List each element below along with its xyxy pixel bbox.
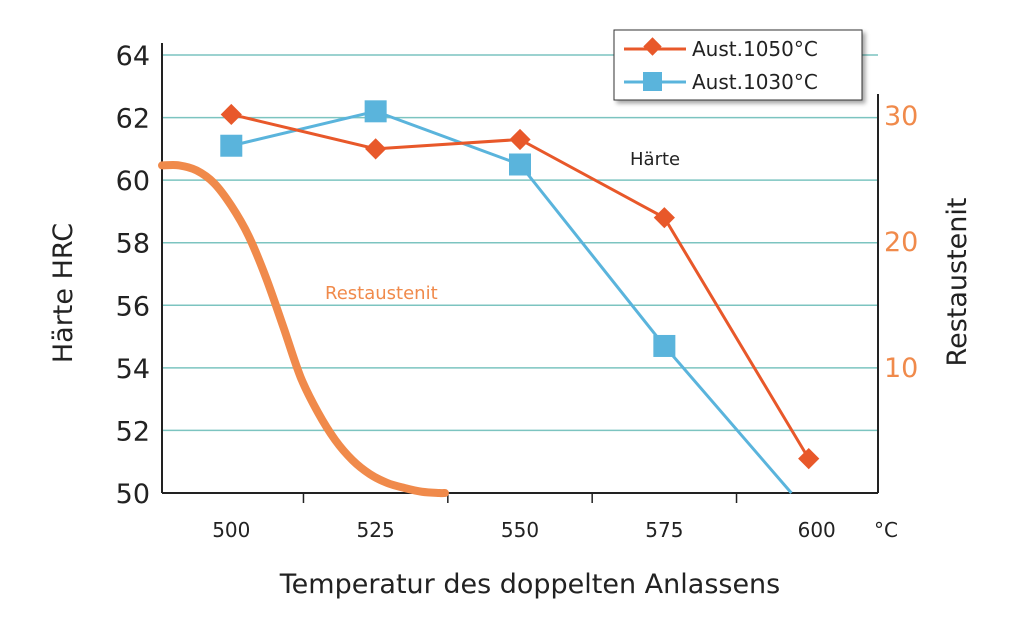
marker-aust1030	[220, 134, 243, 157]
legend-marker-aust1050	[643, 37, 662, 56]
right-axis-ticks: 10 20 30	[884, 101, 918, 384]
marker-aust1030	[509, 153, 531, 176]
y-tick-label: 64	[116, 41, 150, 72]
haerte-annotation: Härte	[630, 149, 680, 170]
x-tick-label: 550	[501, 518, 539, 542]
right-tick-label: 30	[884, 101, 918, 132]
marker-aust1050	[220, 103, 242, 126]
x-axis-unit: °C	[874, 518, 898, 542]
y-tick-label: 56	[116, 291, 150, 322]
right-tick-label: 20	[884, 227, 918, 258]
marker-aust1050	[509, 128, 531, 151]
axes	[161, 43, 879, 494]
y-axis-title: Härte HRC	[48, 223, 79, 363]
x-axis-title: Temperatur des doppelten Anlassens	[279, 569, 781, 600]
right-axis-title: Restaustenit	[942, 198, 973, 367]
y-tick-label: 54	[116, 354, 150, 385]
x-tick-label: 525	[357, 518, 395, 542]
x-tick-label: 500	[212, 518, 250, 542]
restaustenit-annotation: Restaustenit	[325, 283, 438, 304]
x-tick-label: 575	[645, 518, 683, 542]
legend-label-aust1030: Aust.1030°C	[692, 70, 818, 94]
y-tick-label: 62	[116, 104, 150, 135]
marker-aust1030	[653, 334, 676, 357]
x-axis-ticks: 500 525 550 575 600	[212, 493, 836, 542]
y-tick-label: 58	[116, 229, 150, 260]
data-markers	[220, 100, 820, 470]
right-tick-label: 10	[884, 353, 918, 384]
grid-lines	[162, 54, 878, 432]
legend: Aust.1050°C Aust.1030°C	[613, 29, 863, 101]
x-tick-label: 600	[798, 518, 836, 542]
y-tick-label: 60	[116, 166, 150, 197]
marker-aust1050	[798, 447, 820, 470]
marker-aust1050	[365, 138, 387, 160]
marker-aust1030	[364, 100, 387, 123]
y-tick-label: 52	[116, 416, 150, 447]
restaustenit-curve	[158, 161, 449, 498]
data-series	[158, 109, 810, 498]
legend-marker-aust1030	[643, 72, 662, 91]
y-axis-ticks: 50 52 54 56 58 60 62 64	[116, 41, 150, 510]
legend-label-aust1050: Aust.1050°C	[692, 37, 818, 61]
y-tick-label: 50	[116, 479, 150, 510]
marker-aust1050	[653, 207, 675, 229]
